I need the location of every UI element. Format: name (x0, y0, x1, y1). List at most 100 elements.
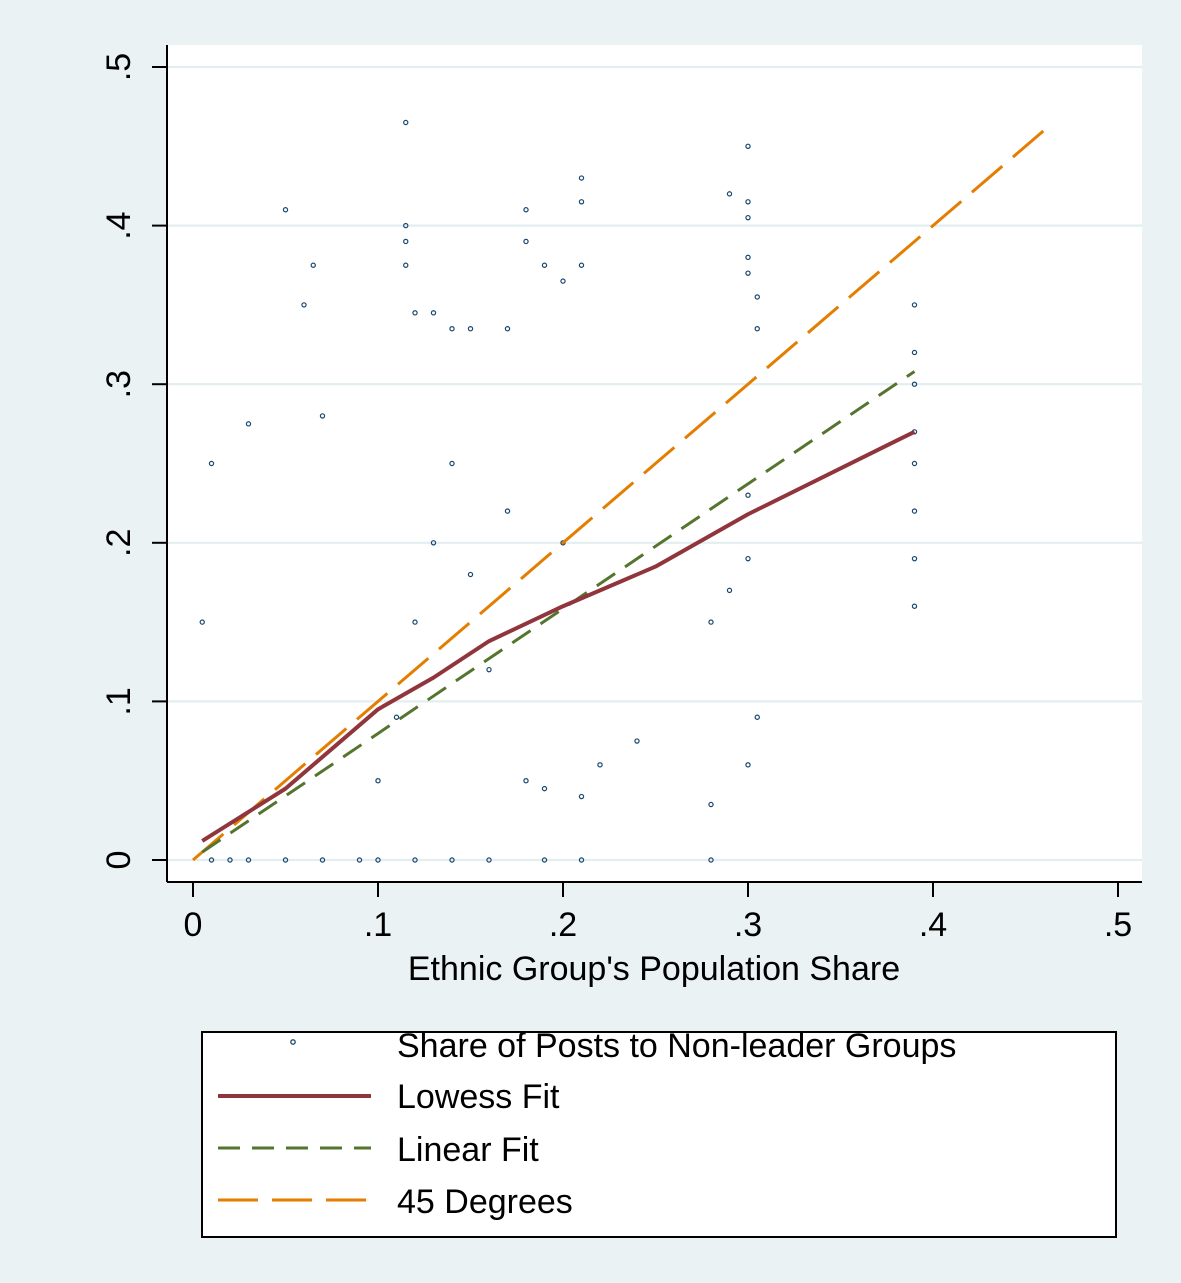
scatter-point (726, 191, 733, 197)
scatter-point (745, 254, 751, 261)
scatter-point (745, 214, 751, 221)
scatter-point (708, 619, 714, 625)
scatter-point (403, 238, 409, 245)
degrees45-line (192, 126, 1049, 862)
scatter-point (754, 325, 760, 332)
scatter-point (282, 857, 289, 863)
scatter-point (208, 460, 215, 467)
tick-labels: 0 .1 .2 .3 .4 .5 0 .1 .2 .3 .4 .5 (100, 53, 1132, 944)
scatter-point (745, 762, 751, 768)
scatter-point (467, 325, 474, 332)
scatter-point (754, 294, 760, 300)
scatter-point (597, 762, 603, 768)
scatter-point (430, 310, 437, 316)
scatter-point (726, 587, 733, 594)
scatter-point (911, 508, 918, 514)
y-tick-label: .4 (100, 211, 138, 239)
legend-marker-scatter (290, 1039, 296, 1045)
scatter-point (578, 262, 585, 268)
scatter-point (310, 262, 316, 268)
scatter-point (301, 302, 307, 308)
scatter-point (375, 778, 381, 784)
legend: Share of Posts to Non-leader Groups Lowe… (201, 1027, 1117, 1238)
y-tick-label: .5 (100, 53, 138, 81)
scatter-point (227, 857, 233, 863)
legend-box (201, 1031, 1117, 1238)
scatter-point (523, 238, 529, 245)
linear-fit-line (201, 370, 916, 854)
scatter-point (523, 778, 529, 784)
legend-label-45deg: 45 Degrees (397, 1183, 573, 1221)
scatter-point (745, 270, 751, 276)
scatter-point (319, 413, 326, 419)
scatter-points (199, 119, 918, 863)
scatter-point (911, 555, 918, 562)
axes (152, 45, 1142, 897)
scatter-point (745, 492, 751, 498)
legend-label-linear: Linear Fit (397, 1131, 539, 1169)
scatter-point (430, 540, 437, 546)
x-tick-label: .1 (364, 906, 392, 944)
scatter-point (403, 222, 409, 229)
x-tick-label: .4 (919, 906, 947, 944)
scatter-point (486, 857, 492, 863)
scatter-point (412, 310, 418, 316)
scatter-point (393, 714, 400, 720)
scatter-point (745, 199, 751, 205)
scatter-point (911, 603, 918, 609)
y-tick-label: .1 (100, 687, 138, 715)
scatter-point (245, 421, 252, 427)
scatter-point (578, 793, 585, 800)
scatter-point (541, 785, 548, 792)
y-tick-label: .2 (100, 529, 138, 557)
scatter-point (911, 349, 918, 356)
scatter-point (449, 460, 455, 467)
scatter-point (504, 325, 511, 332)
x-tick-label: .2 (549, 906, 577, 944)
scatter-point (578, 199, 585, 205)
scatter-point (199, 619, 205, 625)
scatter-point (504, 508, 511, 514)
scatter-point (467, 571, 474, 578)
scatter-point (208, 857, 215, 863)
scatter-point (375, 857, 381, 863)
x-axis-title: Ethnic Group's Population Share (408, 950, 900, 988)
scatter-point (911, 460, 918, 467)
scatter-point (745, 555, 751, 562)
scatter-point (245, 857, 252, 863)
x-tick-label: .5 (1104, 906, 1132, 944)
scatter-point (708, 801, 714, 808)
scatter-point (708, 857, 714, 863)
y-tick-label: 0 (100, 851, 138, 870)
scatter-point (356, 857, 363, 863)
y-tick-label: .3 (100, 370, 138, 398)
scatter-point (412, 619, 418, 625)
scatter-point (911, 302, 918, 308)
scatter-point (745, 143, 751, 149)
x-tick-label: .3 (734, 906, 762, 944)
scatter-point (754, 714, 760, 720)
scatter-point (449, 325, 455, 332)
legend-label-lowess: Lowess Fit (397, 1078, 560, 1116)
scatter-point (911, 381, 918, 387)
lowess-fit-line (201, 429, 916, 843)
scatter-point (319, 857, 326, 863)
scatter-point (523, 207, 529, 213)
scatter-point (541, 857, 548, 863)
scatter-point (578, 857, 585, 863)
scatter-point (412, 857, 418, 863)
legend-label-scatter: Share of Posts to Non-leader Groups (397, 1027, 956, 1065)
scatter-point (403, 119, 409, 126)
fit-lines (192, 126, 1049, 862)
scatter-point (541, 262, 548, 268)
scatter-point (449, 857, 455, 863)
x-tick-label: 0 (184, 906, 203, 944)
scatter-point (403, 262, 409, 268)
gridlines (167, 65, 1142, 862)
scatter-point (282, 207, 289, 213)
scatter-point (560, 278, 566, 284)
scatter-point (634, 738, 640, 744)
scatter-point (578, 175, 585, 181)
scatter-point (486, 666, 492, 673)
